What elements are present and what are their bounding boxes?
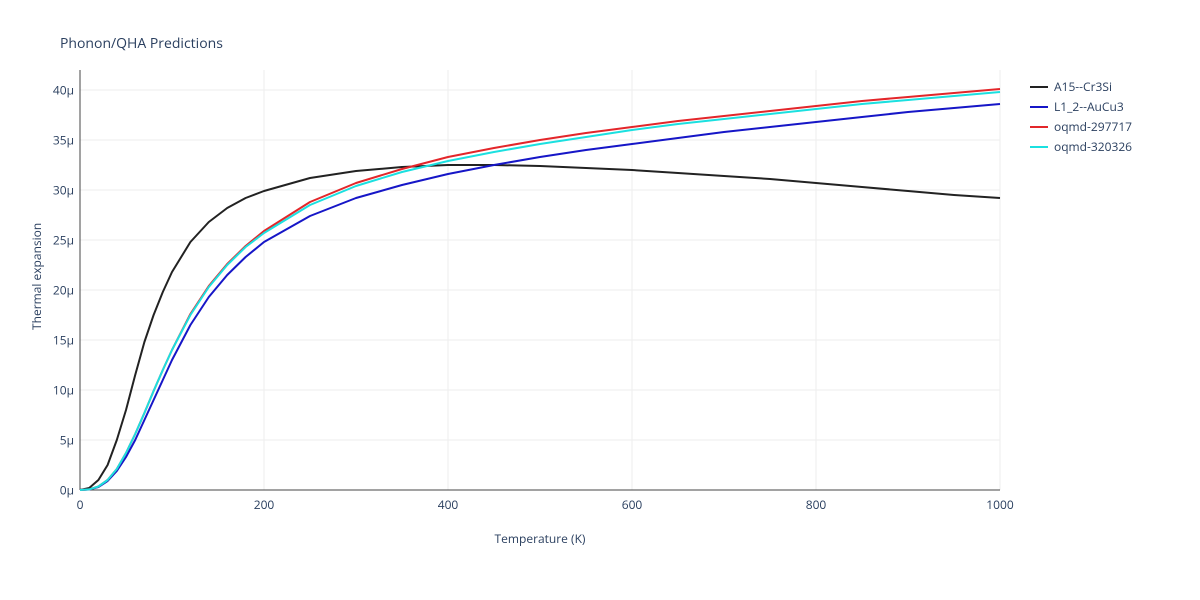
legend-label: oqmd-297717: [1054, 118, 1132, 135]
legend-label: A15--Cr3Si: [1054, 78, 1112, 95]
legend-label: L1_2--AuCu3: [1054, 98, 1124, 115]
y-tick: 10μ: [46, 382, 74, 399]
y-tick: 20μ: [46, 282, 74, 299]
y-tick: 30μ: [46, 182, 74, 199]
chart-container: { "chart": { "type": "line", "title": "P…: [0, 0, 1200, 600]
x-tick: 600: [622, 496, 643, 513]
x-tick: 1000: [986, 496, 1013, 513]
series-line[interactable]: [80, 165, 1000, 490]
x-tick: 0: [77, 496, 84, 513]
legend-swatch: [1030, 126, 1048, 128]
y-tick: 35μ: [46, 132, 74, 149]
y-tick: 15μ: [46, 332, 74, 349]
legend-item[interactable]: oqmd-297717: [1030, 118, 1132, 135]
y-tick: 40μ: [46, 82, 74, 99]
gridlines: [80, 70, 1000, 490]
legend-swatch: [1030, 106, 1048, 108]
series-line[interactable]: [80, 92, 1000, 490]
legend-item[interactable]: L1_2--AuCu3: [1030, 98, 1124, 115]
y-tick: 0μ: [46, 482, 74, 499]
series-line[interactable]: [80, 104, 1000, 490]
y-tick: 25μ: [46, 232, 74, 249]
x-tick: 800: [806, 496, 827, 513]
x-tick: 200: [254, 496, 275, 513]
x-tick: 400: [438, 496, 459, 513]
legend-item[interactable]: oqmd-320326: [1030, 138, 1132, 155]
legend-swatch: [1030, 86, 1048, 88]
plot-area[interactable]: [0, 0, 1200, 600]
legend-swatch: [1030, 146, 1048, 148]
axes: [80, 70, 1000, 490]
legend-item[interactable]: A15--Cr3Si: [1030, 78, 1112, 95]
y-tick: 5μ: [46, 432, 74, 449]
legend-label: oqmd-320326: [1054, 138, 1132, 155]
